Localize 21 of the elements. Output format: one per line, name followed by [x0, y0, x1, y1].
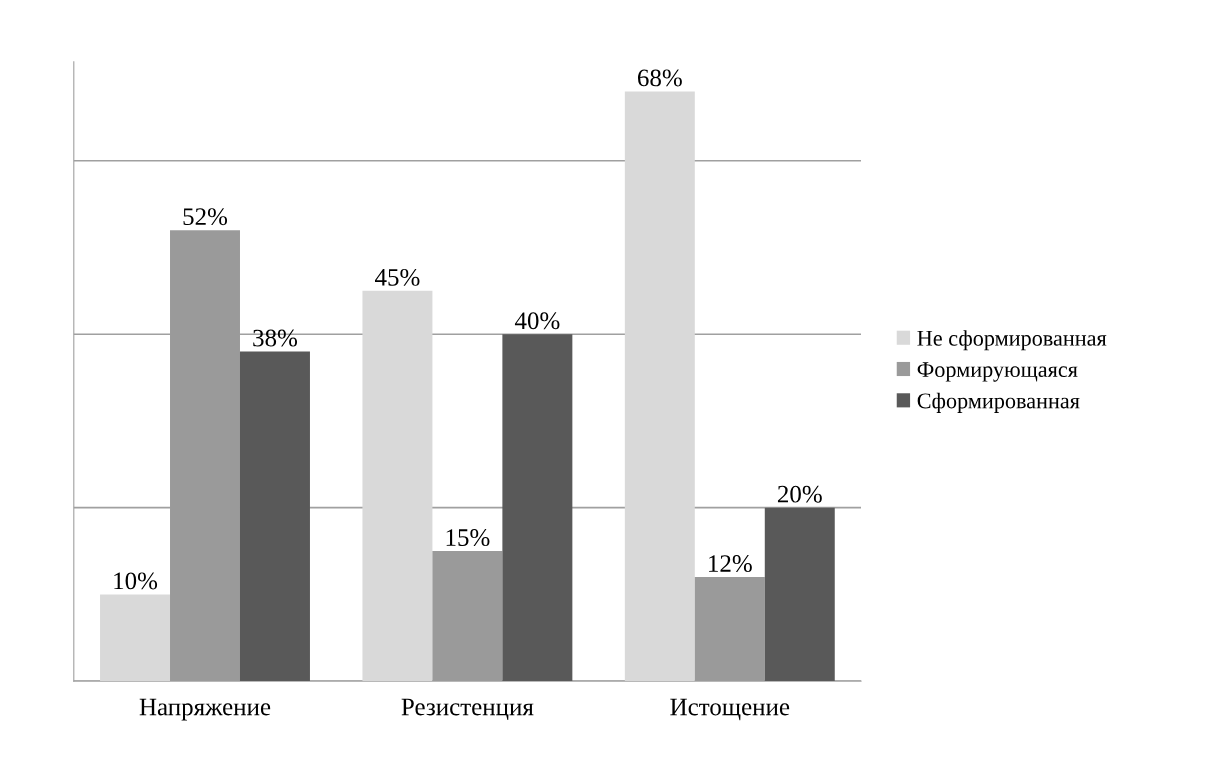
- x-tick-label: Напряжение: [139, 698, 271, 721]
- data-label: 12%: [709, 555, 752, 573]
- bar: [100, 594, 171, 682]
- bar: [239, 351, 310, 682]
- data-label: 20%: [777, 485, 822, 503]
- data-label: 38%: [253, 329, 298, 347]
- data-label: 68%: [637, 69, 682, 87]
- data-label: 45%: [375, 268, 420, 286]
- bar: [624, 91, 695, 682]
- data-label: 40%: [514, 312, 560, 330]
- legend-label: Формирующаяся: [917, 362, 1078, 382]
- x-tick-label: Истощение: [670, 698, 790, 721]
- bar: [502, 334, 573, 682]
- data-label: 10%: [114, 572, 158, 590]
- x-tick-label: Резистенция: [401, 698, 534, 720]
- data-label: 15%: [446, 529, 490, 547]
- bar: [362, 290, 433, 682]
- bar: [764, 507, 835, 682]
- data-label: 52%: [183, 208, 228, 226]
- legend-label: Сформированная: [917, 392, 1080, 413]
- legend-label: Не сформированная: [917, 330, 1107, 351]
